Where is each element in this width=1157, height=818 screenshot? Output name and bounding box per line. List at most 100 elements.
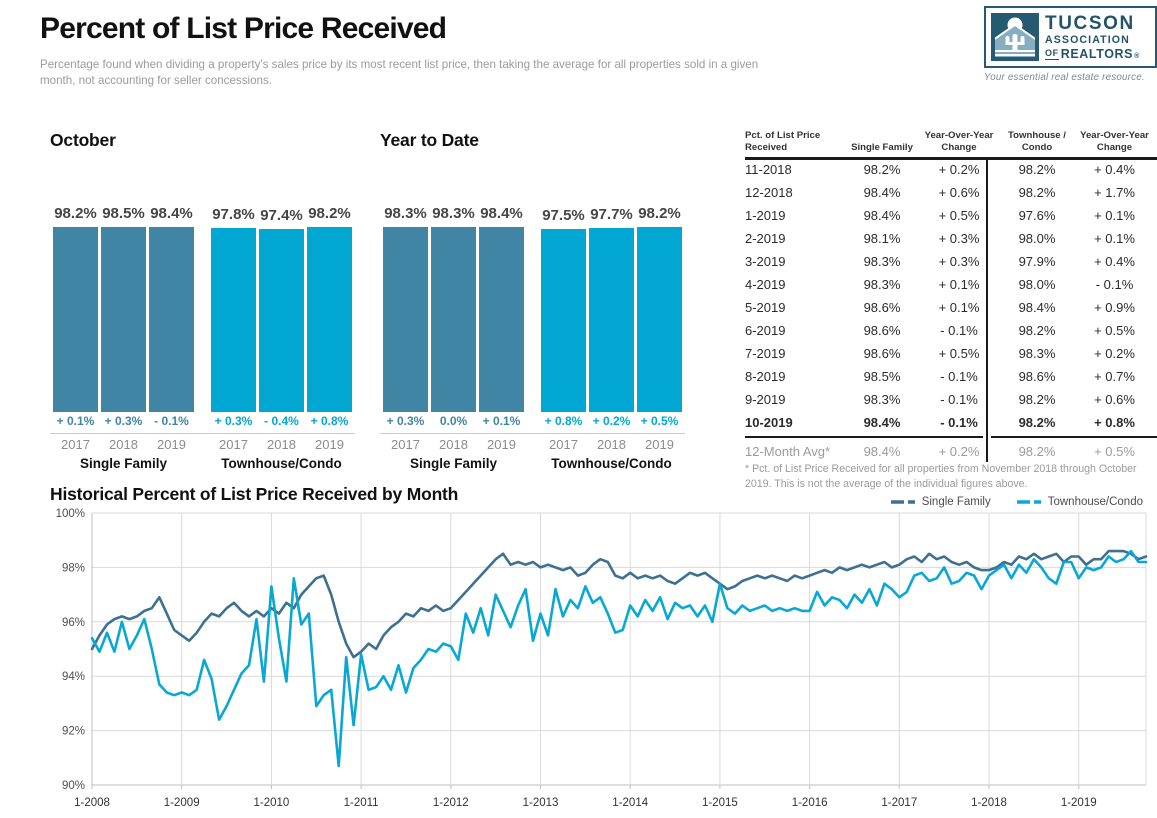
table-cell: + 0.8% — [1094, 414, 1135, 430]
x-axis-tick-label: 1-2010 — [253, 797, 289, 809]
bar — [307, 227, 352, 412]
table-cell: 98.3% — [863, 253, 901, 269]
bar — [53, 227, 98, 412]
table-cell: + 0.7% — [1094, 368, 1135, 384]
bar-year-label: 2018 — [439, 437, 468, 452]
bar-change-label: + 0.1% — [482, 414, 521, 428]
bar-group-label: Townhouse/Condo — [551, 456, 672, 471]
table-cell: 6-2019 — [745, 322, 786, 338]
table-cell: - 0.1% — [940, 368, 978, 384]
table-cell: 98.2% — [1018, 161, 1056, 177]
x-axis-tick-label: 1-2009 — [164, 797, 200, 809]
bar-axis-rule — [50, 433, 355, 434]
table-cell: + 0.2% — [938, 161, 980, 177]
x-axis-tick-label: 1-2008 — [74, 797, 110, 809]
table-row: 10-2019 98.4% - 0.1% 98.2% + 0.8% — [745, 411, 1157, 434]
bar-axis-rule — [380, 433, 685, 434]
table-row: 1-2019 98.4% + 0.5% 97.6% + 0.1% — [745, 204, 1157, 227]
bar — [541, 229, 586, 412]
bar — [383, 227, 428, 412]
legend-item-single-family: Single Family — [890, 496, 991, 508]
bar-value-label: 98.4% — [150, 205, 193, 222]
table-cell: 98.6% — [863, 345, 901, 361]
x-axis-tick-label: 1-2011 — [344, 797, 379, 809]
table-cell: 98.4% — [863, 414, 901, 430]
page-subtitle: Percentage found when dividing a propert… — [40, 58, 759, 87]
bar-change-label: + 0.1% — [56, 414, 95, 428]
table-cell: 98.0% — [1018, 230, 1056, 246]
table-cell: - 0.1% — [940, 391, 978, 407]
table-cell: 8-2019 — [745, 368, 786, 384]
table-cell: 98.2% — [1018, 391, 1056, 407]
bar-change-label: - 0.1% — [154, 414, 189, 428]
table-cell: 98.6% — [863, 299, 901, 315]
legend-label-townhouse-condo: Townhouse/Condo — [1047, 496, 1143, 508]
table-cell: 98.0% — [1018, 276, 1056, 292]
table-row: 5-2019 98.6% + 0.1% 98.4% + 0.9% — [745, 296, 1157, 319]
bar-value-label: 98.3% — [384, 205, 427, 222]
bar-value-label: 98.2% — [308, 205, 351, 222]
table-cell: + 0.6% — [938, 184, 980, 200]
table-cell: 98.2% — [1018, 184, 1056, 200]
bar-group-label: Townhouse/Condo — [221, 456, 342, 471]
table-cell: + 1.7% — [1094, 184, 1135, 200]
bar — [211, 228, 256, 412]
legend-item-townhouse-condo: Townhouse/Condo — [1016, 496, 1143, 508]
page-title: Percent of List Price Received — [40, 12, 447, 45]
bar-year-label: 2017 — [219, 437, 248, 452]
table-cell: + 0.4% — [1094, 253, 1135, 269]
table-cell: 98.2% — [1018, 414, 1056, 430]
table-cell: + 0.3% — [938, 253, 980, 269]
table-cell: + 0.5% — [938, 345, 980, 361]
ytd-bar-plot: 98.3% + 0.3% 2017 98.3% 0.0% 2018 98.4% + 0.1% 2… — [380, 130, 691, 480]
table-footnote: * Pct. of List Price Received for all pr… — [745, 463, 1137, 490]
table-row: 7-2019 98.6% + 0.5% 98.3% + 0.2% — [745, 342, 1157, 365]
monthly-stats-table: Pct. of List Price Received Single Famil… — [745, 130, 1157, 463]
table-cell: - 0.1% — [1095, 276, 1134, 292]
october-section-title: October — [50, 130, 116, 150]
bar-change-label: + 0.3% — [214, 414, 253, 428]
bar-value-label: 97.7% — [590, 206, 633, 223]
bar-year-label: 2017 — [61, 437, 90, 452]
table-cell: 97.6% — [1018, 207, 1056, 223]
table-cell: 98.4% — [863, 207, 901, 223]
bar — [101, 227, 146, 412]
table-row: 8-2019 98.5% - 0.1% 98.6% + 0.7% — [745, 365, 1157, 388]
table-cell: + 0.5% — [1094, 322, 1135, 338]
table-cell: 2-2019 — [745, 230, 786, 246]
y-axis-tick-label: 100% — [56, 508, 85, 520]
x-axis-tick-label: 1-2019 — [1061, 797, 1097, 809]
logo-line-tucson: TUCSON — [1045, 12, 1135, 34]
table-cell: + 0.2% — [1094, 345, 1135, 361]
table-body: 11-2018 98.2% + 0.2% 98.2% + 0.4% 12-2018 98.4… — [745, 158, 1157, 463]
table-cell: 98.3% — [863, 391, 901, 407]
table-cell: - 0.1% — [940, 322, 978, 338]
series-line-single-family — [90, 549, 1148, 659]
october-bar-chart-section: October 98.2% + 0.1% 2017 98.5% + 0.3% 2018 98… — [50, 130, 361, 480]
table-row: 9-2019 98.3% - 0.1% 98.2% + 0.6% — [745, 388, 1157, 411]
table-cell: 12-2018 — [745, 184, 793, 200]
bar-value-label: 98.2% — [638, 205, 681, 222]
house-cactus-icon — [991, 13, 1039, 61]
y-axis-tick-label: 96% — [62, 617, 85, 629]
table-cell: + 0.1% — [938, 276, 980, 292]
historical-chart-legend: Single Family Townhouse/Condo — [890, 496, 1143, 508]
table-cell: 98.6% — [1018, 368, 1056, 384]
bar — [259, 229, 304, 412]
table-cell: 7-2019 — [745, 345, 786, 361]
table-row: 3-2019 98.3% + 0.3% 97.9% + 0.4% — [745, 250, 1157, 273]
bar-change-label: + 0.3% — [104, 414, 143, 428]
bar — [149, 227, 194, 412]
single-family-line-marker — [890, 500, 915, 504]
bar-group-label: Single Family — [79, 456, 168, 471]
table-cell: 98.3% — [863, 276, 901, 292]
bar-year-label: 2017 — [391, 437, 420, 452]
x-axis-tick-label: 1-2015 — [702, 797, 738, 809]
table-header-townhouse-condo: Townhouse / Condo — [1008, 130, 1066, 153]
bar-change-label: + 0.8% — [310, 414, 349, 428]
logo-line-realtors: OF REALTORS ® — [1045, 46, 1140, 61]
table-cell: + 0.4% — [1094, 161, 1135, 177]
table-summary-separator-left — [745, 436, 983, 438]
table-header-single-family: Single Family — [851, 141, 913, 153]
table-cell: 12-Month Avg* — [745, 443, 831, 459]
